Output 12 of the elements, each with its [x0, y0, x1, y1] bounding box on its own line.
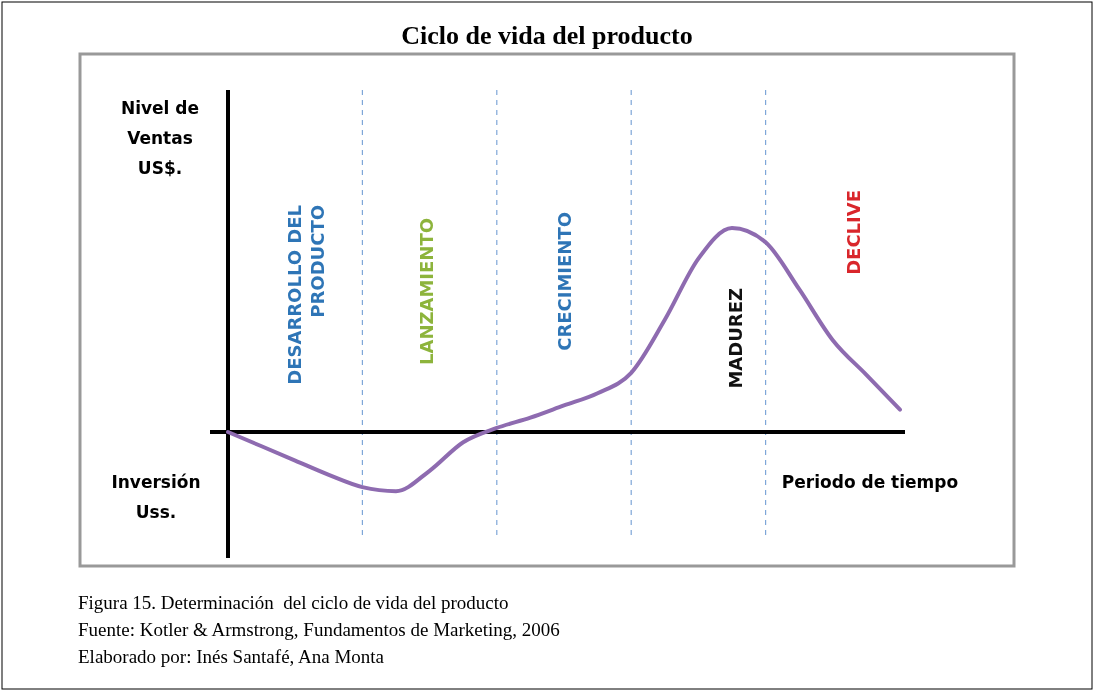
annotation: CRECIMIENTO	[554, 212, 575, 351]
x-axis-title: Periodo de tiempo	[781, 472, 959, 492]
text: Elaborado por: Inés Santafé, Ana Monta	[78, 646, 385, 667]
chart-title: Ciclo de vida del producto	[401, 21, 693, 50]
source-note: Fuente: Kotler & Armstrong, Fundamentos de Marketing, 2006	[78, 619, 560, 640]
annotation: MADUREZ	[725, 288, 747, 389]
annotation: LANZAMIENTO	[416, 218, 438, 365]
text: Inversión Uss.	[111, 472, 201, 522]
y-axis-title: Nivel de Ventas US$.	[120, 98, 200, 178]
text: Figura 15. Determinación del ciclo de vida del producto	[78, 592, 509, 613]
annotation: DESARROLLO DEL PRODUCTO	[284, 205, 329, 385]
annotation: DECLIVE	[842, 190, 864, 275]
